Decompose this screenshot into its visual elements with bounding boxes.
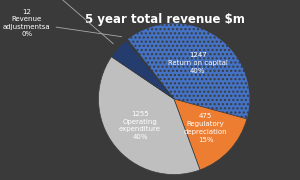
Text: 1255
Operating
expenditure
40%: 1255 Operating expenditure 40% [119,111,161,140]
Text: 144
Net tax
allowance
5%: 144 Net tax allowance 5% [17,0,113,44]
Text: 5 year total revenue $m: 5 year total revenue $m [85,13,245,26]
Wedge shape [98,57,200,175]
Text: 12
Revenue
adjustmentsa
0%: 12 Revenue adjustmentsa 0% [3,9,122,37]
Text: 1247
Return on capital
40%: 1247 Return on capital 40% [168,52,228,74]
Wedge shape [126,39,174,99]
Wedge shape [128,23,250,119]
Text: 475
Regulatory
depreciation
15%: 475 Regulatory depreciation 15% [184,114,227,143]
Wedge shape [174,99,247,170]
Wedge shape [112,41,174,99]
